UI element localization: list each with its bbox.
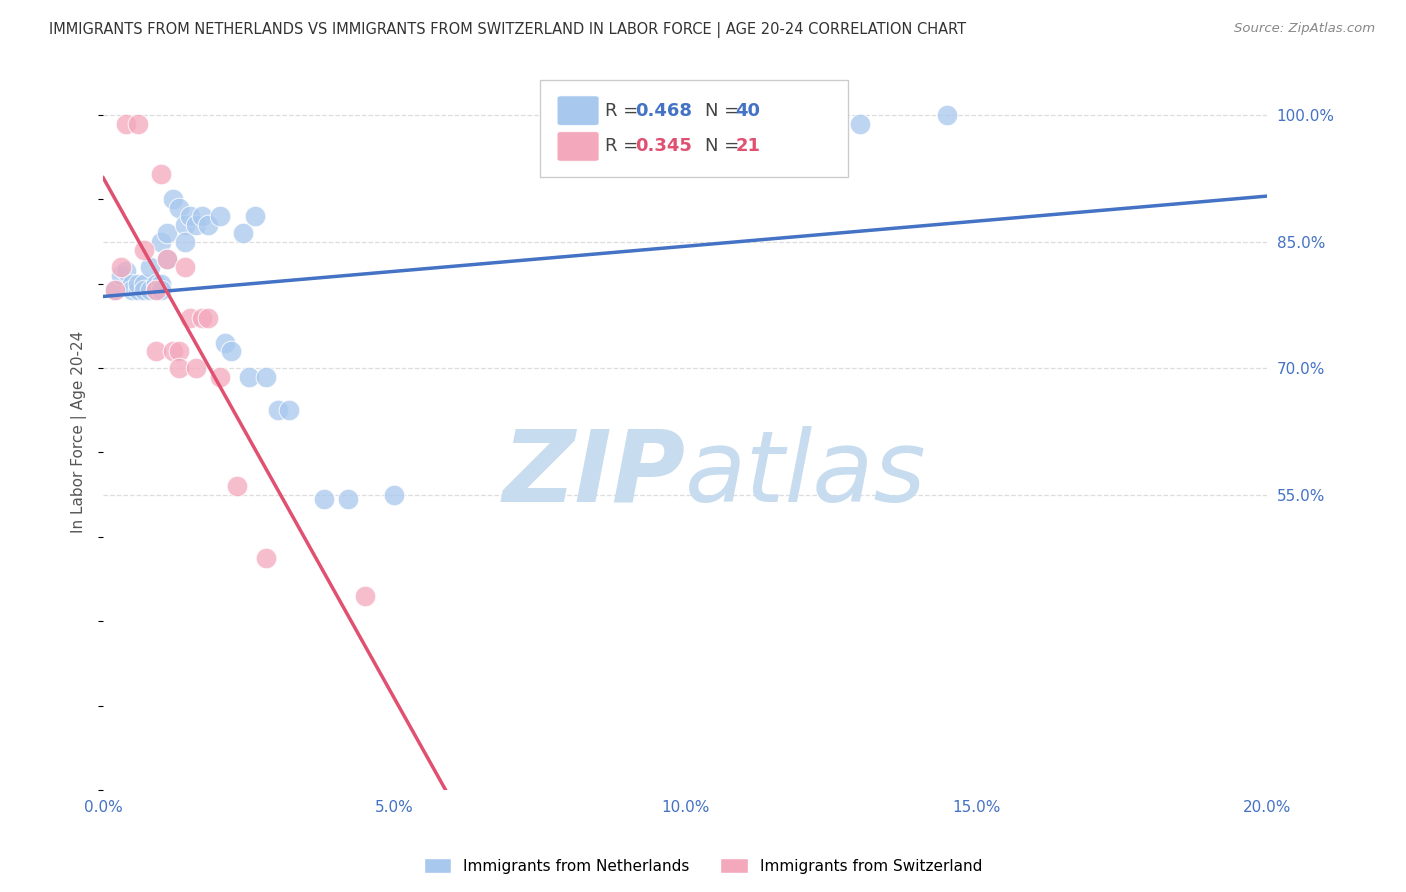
Point — [186, 361, 208, 376]
Point — [145, 277, 167, 291]
Point — [179, 310, 201, 325]
Point — [150, 235, 173, 249]
Point — [278, 403, 301, 417]
Point — [191, 310, 214, 325]
Point — [115, 264, 138, 278]
Point — [162, 193, 184, 207]
Point — [243, 210, 266, 224]
Point — [173, 260, 195, 274]
Point — [191, 210, 214, 224]
Legend: Immigrants from Netherlands, Immigrants from Switzerland: Immigrants from Netherlands, Immigrants … — [418, 852, 988, 880]
Point — [132, 283, 155, 297]
Point — [254, 550, 277, 565]
Point — [167, 344, 190, 359]
Text: atlas: atlas — [685, 425, 927, 523]
Text: R =: R = — [605, 102, 644, 120]
Text: 0.468: 0.468 — [636, 102, 692, 120]
Text: IMMIGRANTS FROM NETHERLANDS VS IMMIGRANTS FROM SWITZERLAND IN LABOR FORCE | AGE : IMMIGRANTS FROM NETHERLANDS VS IMMIGRANT… — [49, 22, 966, 38]
Point — [145, 344, 167, 359]
Point — [145, 283, 167, 297]
Point — [121, 277, 143, 291]
Point — [167, 361, 190, 376]
Point — [150, 167, 173, 181]
Text: 0.345: 0.345 — [636, 137, 692, 155]
Text: R =: R = — [605, 137, 644, 155]
Point — [156, 226, 179, 240]
Text: 40: 40 — [735, 102, 761, 120]
Point — [226, 479, 249, 493]
FancyBboxPatch shape — [540, 80, 848, 177]
Point — [167, 201, 190, 215]
Point — [354, 589, 377, 603]
Point — [186, 218, 208, 232]
Point — [156, 252, 179, 266]
Point — [156, 252, 179, 266]
Point — [267, 403, 290, 417]
Point — [254, 369, 277, 384]
Point — [115, 117, 138, 131]
Text: N =: N = — [704, 102, 745, 120]
Point — [238, 369, 260, 384]
Point — [110, 260, 132, 274]
Point — [104, 283, 127, 297]
Text: ZIP: ZIP — [502, 425, 685, 523]
Point — [314, 491, 336, 506]
Point — [127, 117, 149, 131]
FancyBboxPatch shape — [557, 132, 599, 161]
Point — [139, 283, 162, 297]
Point — [208, 369, 231, 384]
Point — [127, 277, 149, 291]
Point — [162, 344, 184, 359]
Point — [132, 277, 155, 291]
Point — [150, 283, 173, 297]
Point — [139, 260, 162, 274]
Point — [382, 488, 405, 502]
Point — [127, 283, 149, 297]
Point — [197, 218, 219, 232]
Point — [336, 491, 359, 506]
Point — [197, 310, 219, 325]
Point — [132, 243, 155, 257]
Point — [219, 344, 242, 359]
FancyBboxPatch shape — [557, 96, 599, 125]
Point — [145, 283, 167, 297]
Point — [104, 283, 127, 297]
Point — [121, 283, 143, 297]
Point — [173, 218, 195, 232]
Y-axis label: In Labor Force | Age 20-24: In Labor Force | Age 20-24 — [72, 330, 87, 533]
Point — [848, 117, 870, 131]
Text: N =: N = — [704, 137, 745, 155]
Point — [110, 268, 132, 283]
Point — [214, 335, 236, 350]
Point — [179, 210, 201, 224]
Point — [232, 226, 254, 240]
Text: 21: 21 — [735, 137, 761, 155]
Point — [173, 235, 195, 249]
Point — [208, 210, 231, 224]
Point — [150, 277, 173, 291]
Point — [936, 108, 959, 122]
Text: Source: ZipAtlas.com: Source: ZipAtlas.com — [1234, 22, 1375, 36]
